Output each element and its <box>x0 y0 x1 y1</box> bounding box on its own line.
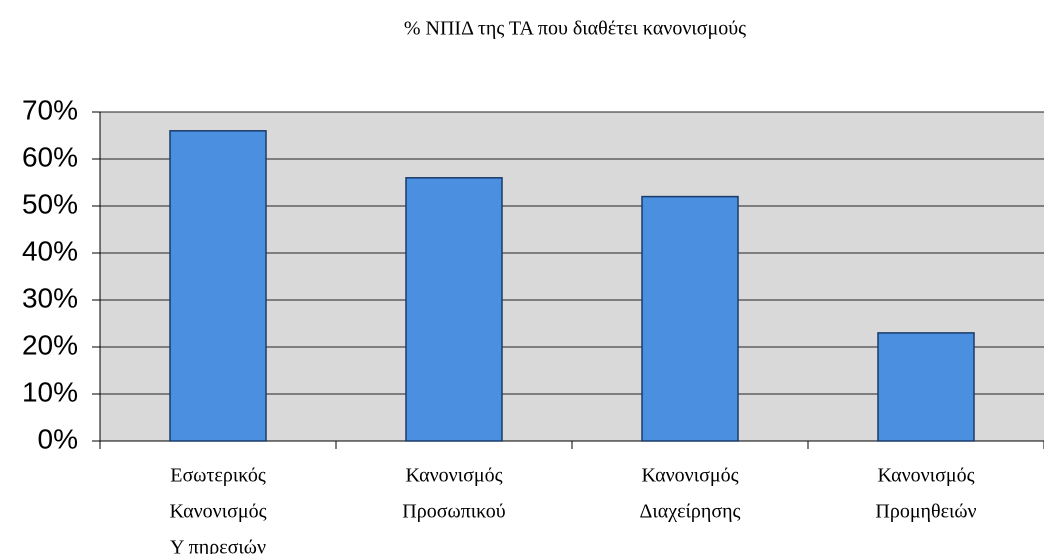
x-tick-label: Κανονισμός <box>877 465 974 487</box>
y-tick-label: 40% <box>22 235 78 266</box>
x-tick-label: Κανονισμός <box>169 501 266 523</box>
x-tick-label: Υ πηρεσιών <box>170 537 266 554</box>
bar <box>641 195 739 442</box>
y-tick-label: 50% <box>22 188 78 219</box>
x-tick-label: Κανονισμός <box>405 465 502 487</box>
y-tick-label: 20% <box>22 329 78 360</box>
y-tick-label: 70% <box>22 94 78 125</box>
bar <box>877 332 975 442</box>
x-tick-label: Κανονισμός <box>641 465 738 487</box>
y-tick-label: 10% <box>22 376 78 407</box>
y-tick-label: 60% <box>22 141 78 172</box>
x-tick-label: Προμηθειών <box>875 501 976 523</box>
bar <box>169 130 267 442</box>
x-tick-label: Διαχείρησης <box>640 501 741 523</box>
bar <box>405 177 503 442</box>
x-tick-label: Προσωπικού <box>402 501 505 523</box>
x-tick-label: Εσωτερικός <box>170 465 266 487</box>
y-tick-label: 0% <box>38 423 78 454</box>
y-tick-label: 30% <box>22 282 78 313</box>
chart-title: % ΝΠΙΔ της ΤΑ που διαθέτει κανονισμούς <box>404 18 746 40</box>
